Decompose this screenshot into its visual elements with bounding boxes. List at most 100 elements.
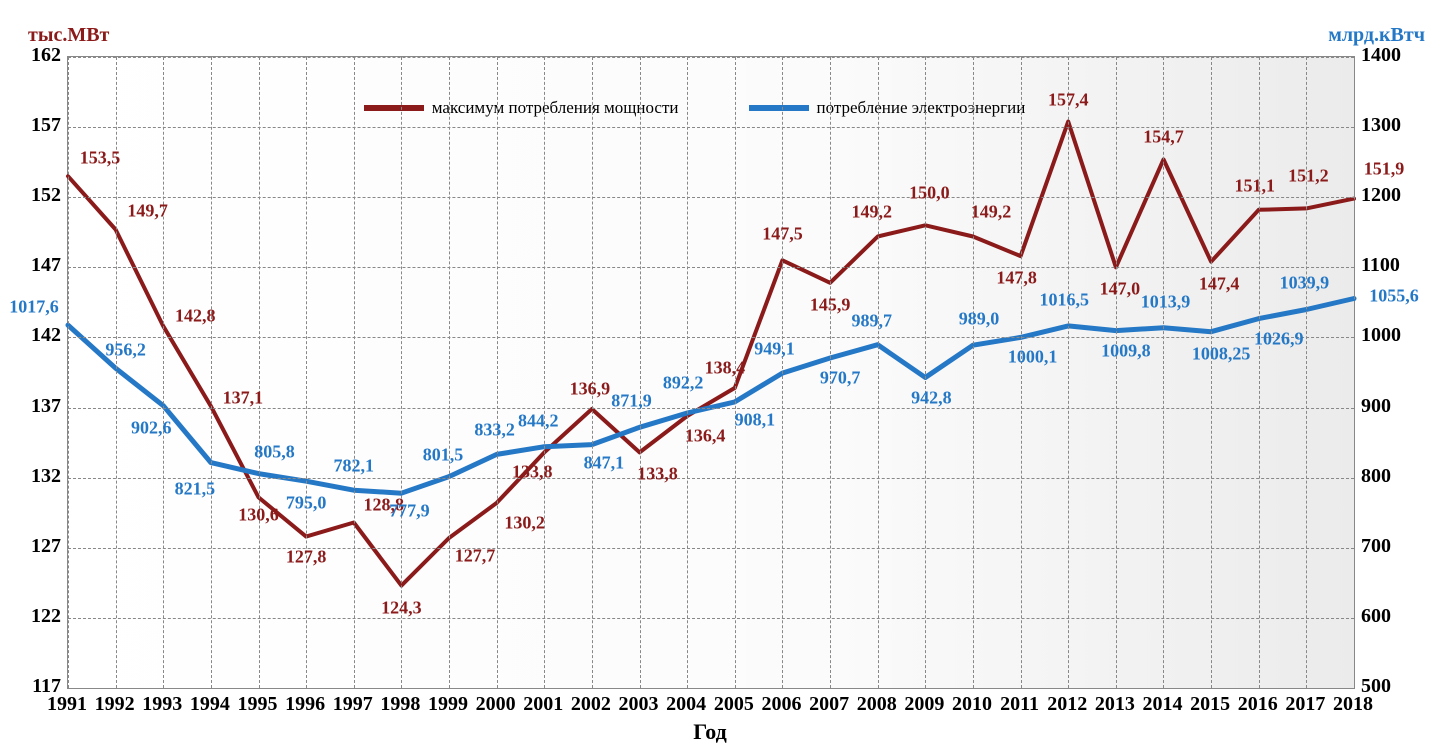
x-tick-label: 2014 [1138,693,1186,716]
gridline-v [1211,57,1212,688]
x-tick-label: 1995 [234,693,282,716]
gridline-v [1116,57,1117,688]
left-tick-label: 147 [15,254,61,277]
data-label-consumption: 1008,25 [1192,343,1251,364]
x-tick-label: 2006 [757,693,805,716]
data-label-consumption: 908,1 [735,409,776,430]
data-label-consumption: 1039,9 [1280,273,1330,294]
data-label-consumption: 805,8 [254,441,295,462]
x-tick-label: 2017 [1281,693,1329,716]
data-label-max_power: 136,4 [685,425,726,446]
x-tick-label: 2009 [900,693,948,716]
right-tick-label: 1200 [1361,184,1401,207]
data-label-max_power: 149,7 [127,201,168,222]
data-label-consumption: 801,5 [423,444,464,465]
legend-swatch [749,105,809,111]
data-label-max_power: 147,8 [996,268,1037,289]
data-label-max_power: 124,3 [381,597,422,618]
gridline-v [354,57,355,688]
left-tick-label: 157 [15,114,61,137]
data-label-max_power: 127,8 [286,546,327,567]
data-label-max_power: 136,9 [570,378,611,399]
data-label-max_power: 157,4 [1048,89,1089,110]
gridline-v [259,57,260,688]
gridline-v [925,57,926,688]
right-tick-label: 900 [1361,395,1391,418]
x-tick-label: 2010 [948,693,996,716]
data-label-consumption: 1009,8 [1101,340,1151,361]
data-label-max_power: 147,0 [1100,279,1141,300]
data-label-max_power: 137,1 [223,388,264,409]
gridline-v [449,57,450,688]
legend-swatch [364,105,424,111]
x-tick-label: 1998 [376,693,424,716]
gridline-v [306,57,307,688]
gridline-v [211,57,212,688]
gridline-v [1306,57,1307,688]
data-label-max_power: 138,4 [705,357,746,378]
data-label-max_power: 151,9 [1364,158,1405,179]
data-label-max_power: 130,6 [238,505,279,526]
data-label-consumption: 795,0 [286,493,327,514]
left-tick-label: 137 [15,395,61,418]
data-label-consumption: 949,1 [754,339,795,360]
data-label-max_power: 149,2 [971,202,1012,223]
data-label-consumption: 847,1 [584,452,625,473]
data-label-consumption: 902,6 [131,417,172,438]
right-tick-label: 1400 [1361,44,1401,67]
x-tick-label: 2005 [710,693,758,716]
data-label-consumption: 1000,1 [1008,347,1058,368]
x-tick-label: 2015 [1186,693,1234,716]
gridline-h [68,478,1354,479]
legend-label: максимум потребления мощности [432,98,679,118]
data-label-consumption: 833,2 [474,420,515,441]
data-label-max_power: 147,4 [1199,273,1240,294]
gridline-v [592,57,593,688]
data-label-max_power: 133,8 [637,464,678,485]
gridline-v [1021,57,1022,688]
legend-label: потребление электроэнергии [817,98,1026,118]
data-label-max_power: 133,8 [512,462,553,483]
x-tick-label: 2004 [662,693,710,716]
data-label-consumption: 970,7 [820,367,861,388]
gridline-h [68,57,1354,58]
gridline-v [1068,57,1069,688]
x-tick-label: 1993 [138,693,186,716]
gridline-v [544,57,545,688]
gridline-h [68,618,1354,619]
data-label-consumption: 1026,9 [1254,328,1304,349]
gridline-h [68,267,1354,268]
left-tick-label: 127 [15,535,61,558]
right-tick-label: 1300 [1361,114,1401,137]
x-tick-label: 2011 [996,693,1044,716]
x-tick-label: 1994 [186,693,234,716]
gridline-h [68,548,1354,549]
left-tick-label: 152 [15,184,61,207]
left-tick-label: 142 [15,324,61,347]
x-axis-title: Год [680,719,740,745]
data-label-consumption: 989,7 [851,310,892,331]
right-tick-label: 1100 [1361,254,1400,277]
x-tick-label: 2013 [1091,693,1139,716]
gridline-h [68,337,1354,338]
right-tick-label: 500 [1361,675,1391,698]
data-label-consumption: 989,0 [959,309,1000,330]
x-tick-label: 1997 [329,693,377,716]
x-tick-label: 1992 [91,693,139,716]
gridline-v [782,57,783,688]
gridline-v [1259,57,1260,688]
right-tick-label: 1000 [1361,324,1401,347]
right-tick-label: 800 [1361,465,1391,488]
gridline-v [68,57,69,688]
data-label-max_power: 145,9 [810,294,851,315]
data-label-max_power: 130,2 [504,512,545,533]
gridline-v [401,57,402,688]
x-tick-label: 2003 [615,693,663,716]
data-label-consumption: 871,9 [611,391,652,412]
data-label-max_power: 150,0 [909,183,950,204]
data-label-max_power: 147,5 [762,224,803,245]
data-label-consumption: 956,2 [105,340,146,361]
data-label-max_power: 127,7 [455,545,496,566]
data-label-consumption: 1013,9 [1141,291,1191,312]
data-label-consumption: 892,2 [663,373,704,394]
